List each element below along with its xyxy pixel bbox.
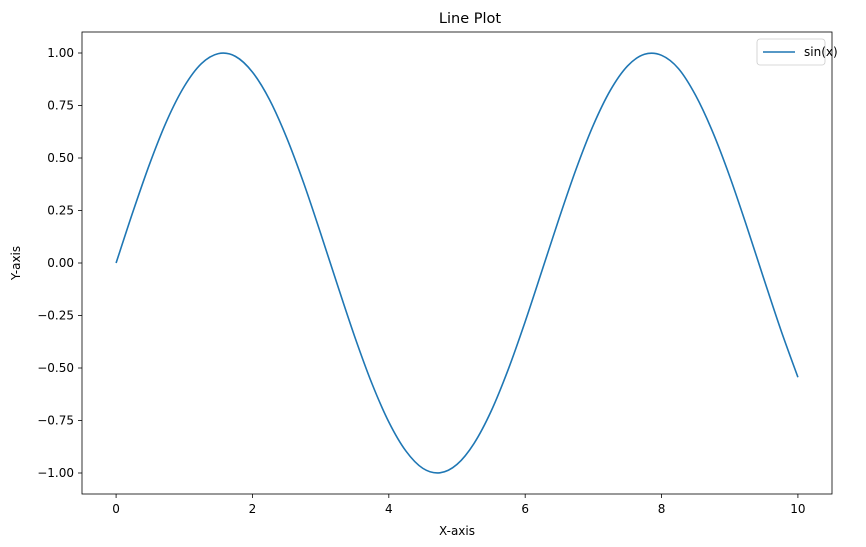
x-tick-label: 8 (658, 502, 666, 516)
legend-entry-sin: sin(x) (804, 45, 838, 59)
y-tick-label: 1.00 (47, 46, 74, 60)
x-tick-label: 10 (790, 502, 805, 516)
plot-frame (81, 31, 833, 495)
chart-title: Line Plot (439, 11, 501, 27)
y-tick-label: 0.00 (47, 256, 74, 270)
y-tick-label: −0.50 (37, 361, 74, 375)
y-tick-label: −1.00 (37, 466, 74, 480)
legend: sin(x) (756, 38, 838, 66)
y-tick-label: 0.25 (47, 204, 74, 218)
axis-ticks: 0 2 4 6 8 10 −1.00 −0.75 −0.50 −0.25 0.00 0.25 0.50 0… (37, 46, 805, 516)
plot-area (82, 32, 832, 494)
x-axis-label: X-axis (439, 524, 475, 538)
x-tick-label: 0 (112, 502, 120, 516)
x-tick-label: 4 (385, 502, 393, 516)
y-tick-label: −0.25 (37, 309, 74, 323)
y-axis-label: Y-axis (9, 246, 23, 281)
y-tick-label: 0.50 (47, 151, 74, 165)
y-tick-label: −0.75 (37, 414, 74, 428)
x-tick-label: 6 (521, 502, 529, 516)
series-line-sin (115, 52, 799, 474)
y-tick-label: 0.75 (47, 99, 74, 113)
x-tick-label: 2 (249, 502, 257, 516)
